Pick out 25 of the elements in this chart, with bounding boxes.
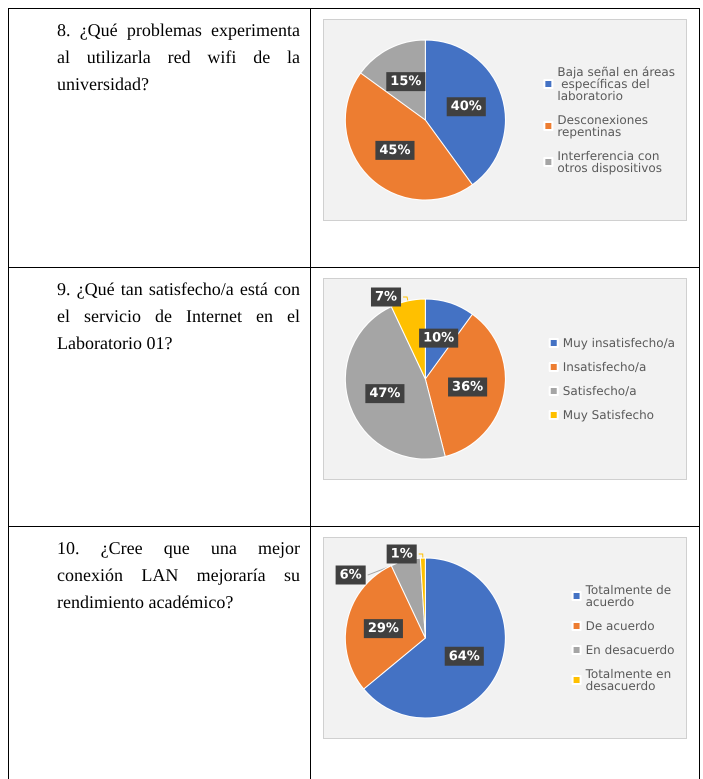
legend-label: Muy insatisfecho/a — [562, 336, 676, 350]
data-label: 64% — [448, 648, 480, 664]
data-label: 40% — [450, 99, 482, 114]
legend-label: Interferencia con otros dispositivos — [557, 149, 664, 175]
legend-label: Desconexiones repentinas — [557, 113, 652, 139]
text: 8. ¿Qué problemas experimenta al utilizarla red wifi de la universidad? — [9, 9, 311, 267]
data-label: 15% — [390, 74, 422, 90]
legend-label: Totalmente de acuerdo — [584, 583, 675, 609]
legend-label: Insatisfecho/a — [562, 360, 646, 374]
data-label: 45% — [379, 142, 411, 158]
data-label: 10% — [423, 330, 454, 346]
data-label: 7% — [374, 290, 398, 305]
data-label: 1% — [390, 546, 413, 562]
text: 10. ¿Cree que una mejor conexión LAN mejoraría su rendimiento académico? — [9, 527, 311, 779]
legend-label: Totalmente en desacuerdo — [584, 667, 675, 693]
data-label: 29% — [368, 621, 399, 636]
legend-label: Satisfecho/a — [562, 384, 637, 398]
data-label: 47% — [369, 386, 400, 402]
data-label: 36% — [452, 380, 484, 395]
legend-label: Muy Satisfecho — [562, 408, 654, 422]
data-label: 6% — [340, 568, 362, 583]
legend-label: De acuerdo — [586, 619, 655, 633]
text: 9. ¿Qué tan satisfecho/a está con el servicio de Internet en el Laboratorio 01? — [9, 268, 311, 526]
legend-label: Baja señal en áreas específicas del laboratorio — [557, 65, 676, 103]
legend-label: En desacuerdo — [586, 643, 674, 657]
